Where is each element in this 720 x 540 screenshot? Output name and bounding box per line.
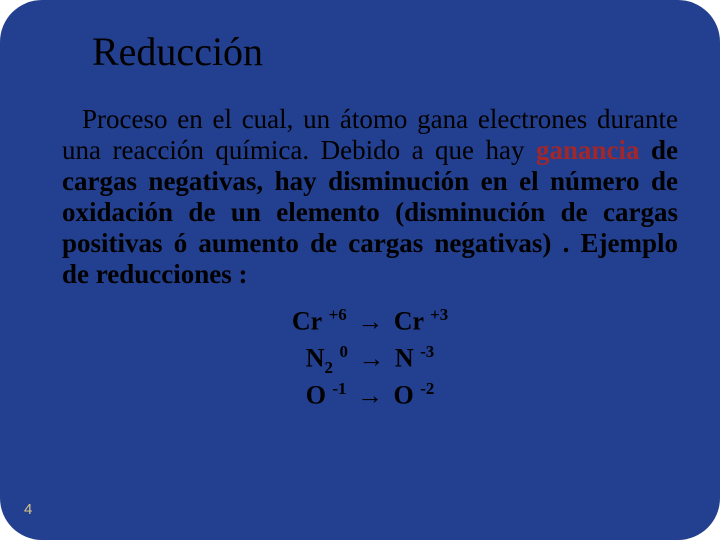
eq-rhs-base: Cr bbox=[394, 307, 424, 336]
eq-rhs-base: O bbox=[394, 381, 414, 410]
equation-row: O -1 → O -2 bbox=[62, 378, 678, 415]
body-paragraph: Proceso en el cual, un átomo gana electr… bbox=[62, 104, 678, 290]
eq-lhs-sub: 2 bbox=[325, 358, 333, 377]
eq-lhs-base: N bbox=[306, 344, 325, 373]
eq-rhs-sup: -3 bbox=[420, 342, 434, 361]
body-ganancia: ganancia bbox=[536, 135, 640, 165]
arrow-icon: → bbox=[353, 306, 387, 336]
eq-lhs-sup: +6 bbox=[329, 305, 347, 324]
arrow-icon: → bbox=[354, 343, 388, 373]
equations-block: Cr +6 → Cr +3 N2 0 → N -3 O -1 → O -2 bbox=[62, 304, 678, 415]
eq-lhs-base: Cr bbox=[292, 307, 322, 336]
slide-body: Proceso en el cual, un átomo gana electr… bbox=[62, 104, 678, 415]
equation-row: Cr +6 → Cr +3 bbox=[62, 304, 678, 341]
eq-rhs-sup: -2 bbox=[420, 379, 434, 398]
slide: Reducción Proceso en el cual, un átomo g… bbox=[0, 0, 720, 540]
eq-rhs-sup: +3 bbox=[430, 305, 448, 324]
eq-lhs-sup: 0 bbox=[339, 342, 347, 361]
eq-lhs-sup: -1 bbox=[332, 379, 346, 398]
arrow-icon: → bbox=[353, 380, 387, 410]
equation-row: N2 0 → N -3 bbox=[62, 341, 678, 378]
eq-lhs-base: O bbox=[306, 381, 326, 410]
eq-rhs-base: N bbox=[395, 344, 414, 373]
page-number: 4 bbox=[24, 501, 32, 518]
slide-title: Reducción bbox=[92, 28, 263, 75]
